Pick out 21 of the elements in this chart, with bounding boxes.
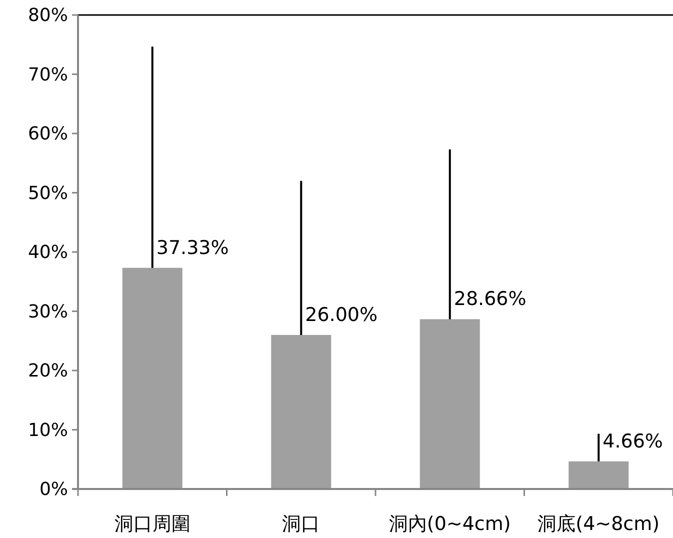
x-tick-label: 洞口 bbox=[282, 513, 320, 535]
y-tick-label: 70% bbox=[28, 64, 68, 86]
data-label: 28.66% bbox=[454, 288, 526, 310]
y-tick-label: 30% bbox=[28, 301, 68, 322]
y-tick-label: 50% bbox=[28, 182, 68, 204]
y-tick-label: 40% bbox=[28, 242, 68, 263]
x-tick-label: 洞口周圍 bbox=[114, 513, 190, 535]
bar bbox=[271, 334, 332, 489]
y-tick-label: 10% bbox=[28, 420, 68, 441]
bar bbox=[420, 319, 480, 489]
y-tick-label: 80% bbox=[28, 5, 68, 26]
bar bbox=[568, 461, 629, 489]
y-tick-label: 60% bbox=[28, 124, 68, 144]
y-tick-label: 0% bbox=[39, 479, 68, 500]
x-tick-label: 洞底(4~8cm) bbox=[538, 513, 660, 535]
x-tick-label: 洞內(0~4cm) bbox=[388, 513, 511, 535]
data-label: 4.66% bbox=[602, 430, 663, 452]
data-label: 37.33% bbox=[156, 236, 229, 259]
data-label: 26.00% bbox=[305, 304, 378, 326]
bar bbox=[122, 268, 182, 489]
y-tick-label: 20% bbox=[28, 360, 68, 382]
